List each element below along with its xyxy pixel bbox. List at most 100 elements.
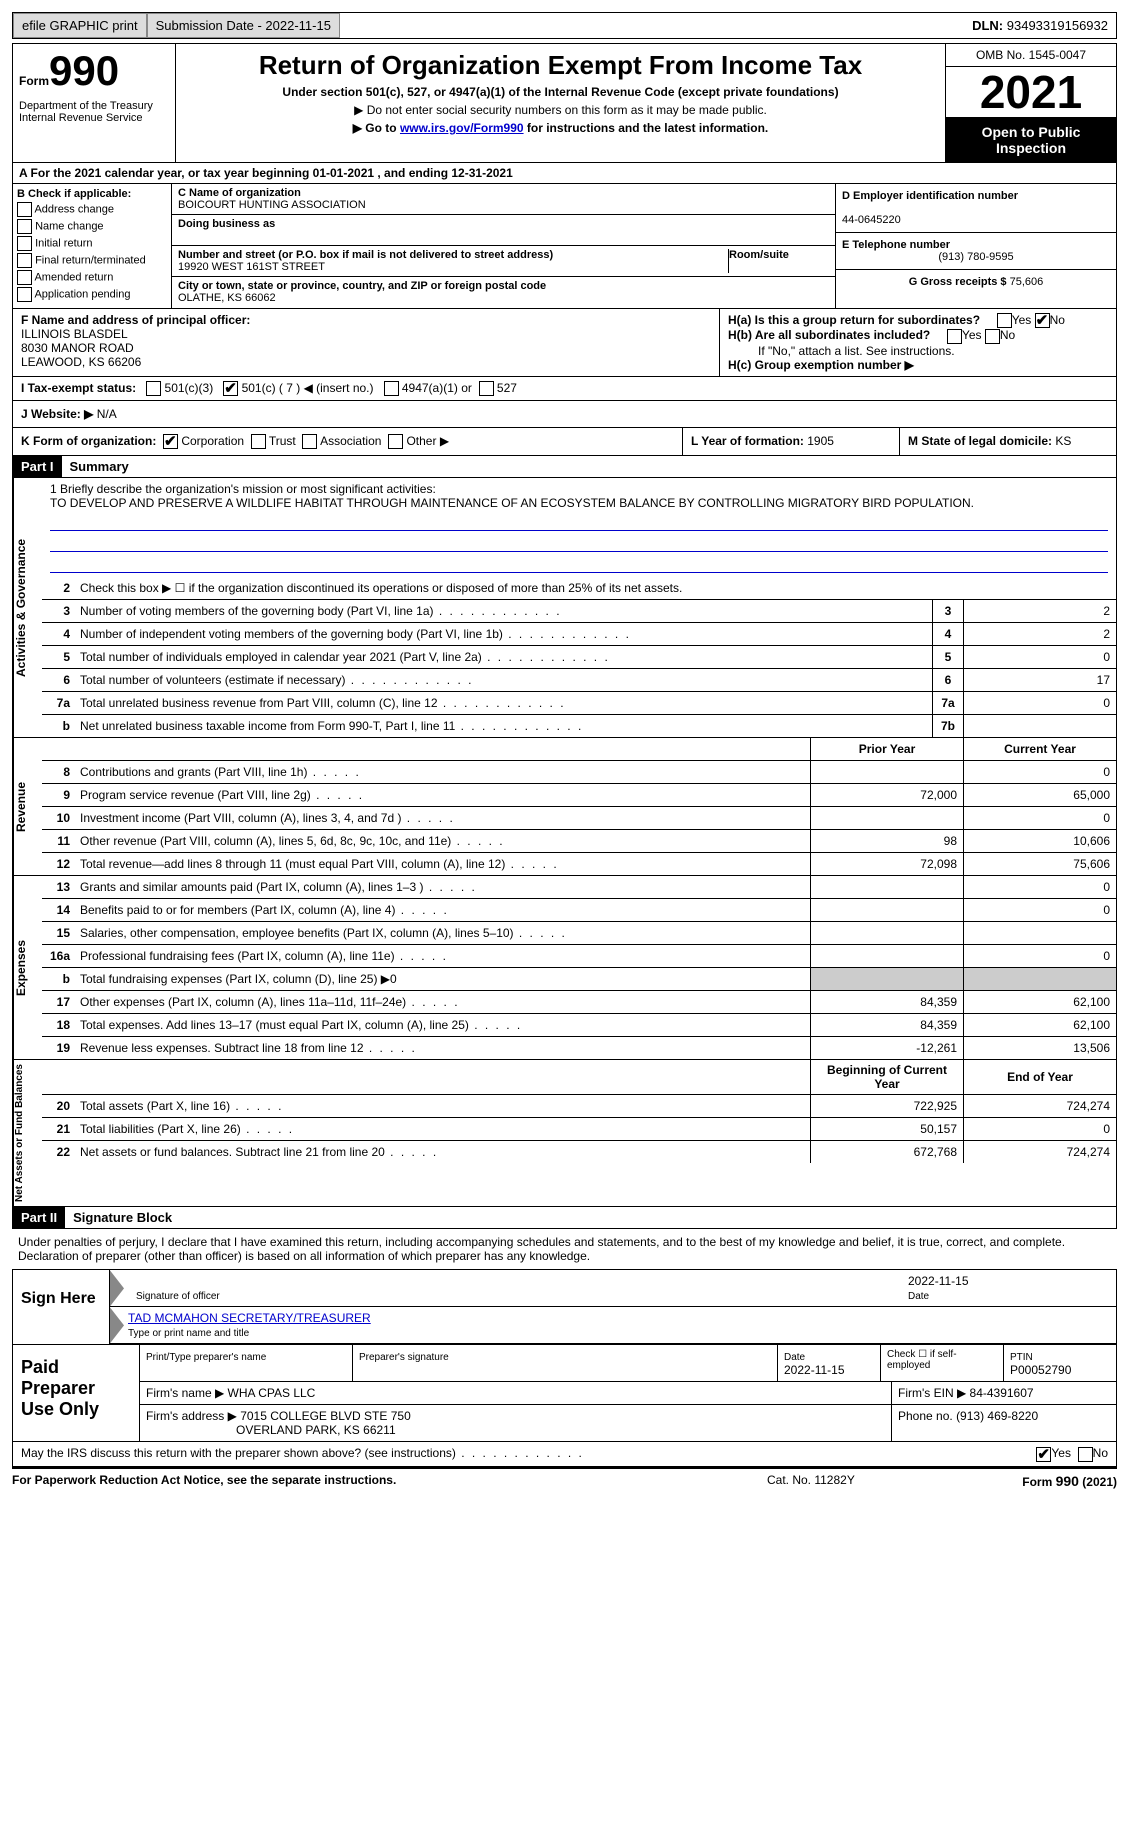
org-name: BOICOURT HUNTING ASSOCIATION (178, 199, 366, 211)
irs-link[interactable]: www.irs.gov/Form990 (400, 121, 524, 135)
checkbox-ha-no[interactable] (1035, 313, 1050, 328)
firm-ein: 84-4391607 (970, 1386, 1034, 1400)
summary-row: 3Number of voting members of the governi… (42, 600, 1116, 623)
checkbox-other[interactable] (388, 434, 403, 449)
checkbox-name-change[interactable] (17, 219, 32, 234)
summary-row: 2Check this box ▶ ☐ if the organization … (42, 577, 1116, 600)
org-city: OLATHE, KS 66062 (178, 292, 276, 304)
page-footer: For Paperwork Reduction Act Notice, see … (12, 1467, 1117, 1493)
dln-label: DLN: (972, 18, 1007, 33)
top-bar: efile GRAPHIC print Submission Date - 20… (12, 12, 1117, 39)
summary-row: 6Total number of volunteers (estimate if… (42, 669, 1116, 692)
telephone: (913) 780-9595 (842, 251, 1110, 263)
website-row: J Website: ▶ N/A (12, 401, 1117, 428)
checkbox-4947[interactable] (384, 381, 399, 396)
checkbox-hb-no[interactable] (985, 329, 1000, 344)
dept-label: Department of the Treasury Internal Reve… (19, 100, 169, 124)
sign-here-block: Sign Here Signature of officer 2022-11-1… (12, 1269, 1117, 1345)
vtab-expenses: Expenses (13, 876, 42, 1059)
section-f-h: F Name and address of principal officer:… (12, 309, 1117, 377)
checkbox-address-change[interactable] (17, 202, 32, 217)
summary-row: 7aTotal unrelated business revenue from … (42, 692, 1116, 715)
year-formation: 1905 (807, 434, 834, 448)
firm-addr2: OVERLAND PARK, KS 66211 (146, 1423, 396, 1437)
omb-number: OMB No. 1545-0047 (946, 44, 1116, 67)
summary-row: 14Benefits paid to or for members (Part … (42, 899, 1116, 922)
summary-row: 21Total liabilities (Part X, line 26)50,… (42, 1118, 1116, 1141)
section-c: C Name of organizationBOICOURT HUNTING A… (172, 184, 835, 308)
checkbox-amended[interactable] (17, 270, 32, 285)
summary-row: 15Salaries, other compensation, employee… (42, 922, 1116, 945)
line-a: A For the 2021 calendar year, or tax yea… (12, 163, 1117, 184)
part-1-header: Part I Summary (12, 456, 1117, 478)
efile-print-button[interactable]: efile GRAPHIC print (13, 13, 147, 38)
paid-preparer-block: Paid Preparer Use Only Print/Type prepar… (12, 1345, 1117, 1442)
form-label: Form (19, 74, 49, 88)
checkbox-527[interactable] (479, 381, 494, 396)
signer-name[interactable]: TAD MCMAHON SECRETARY/TREASURER (128, 1311, 371, 1325)
header-row-boy-eoy: Beginning of Current Year End of Year (42, 1060, 1116, 1095)
header-row-py-cy: Prior Year Current Year (42, 738, 1116, 761)
summary-row: 8Contributions and grants (Part VIII, li… (42, 761, 1116, 784)
ssn-note: ▶ Do not enter social security numbers o… (182, 103, 939, 117)
summary-row: 9Program service revenue (Part VIII, lin… (42, 784, 1116, 807)
ein-value: 44-0645220 (842, 214, 901, 226)
checkbox-501c3[interactable] (146, 381, 161, 396)
summary-row: 5Total number of individuals employed in… (42, 646, 1116, 669)
summary-row: 16aProfessional fundraising fees (Part I… (42, 945, 1116, 968)
sign-date: 2022-11-15 (908, 1274, 969, 1288)
summary-row: 4Number of independent voting members of… (42, 623, 1116, 646)
open-to-public: Open to Public Inspection (946, 118, 1116, 162)
tax-year: 2021 (946, 67, 1116, 118)
org-address: 19920 WEST 161ST STREET (178, 261, 325, 273)
checkbox-hb-yes[interactable] (947, 329, 962, 344)
summary-row: 17Other expenses (Part IX, column (A), l… (42, 991, 1116, 1014)
summary-row: 22Net assets or fund balances. Subtract … (42, 1141, 1116, 1163)
tax-exempt-status: I Tax-exempt status: 501(c)(3) 501(c) ( … (12, 377, 1117, 401)
checkbox-final-return[interactable] (17, 253, 32, 268)
checkbox-discuss-yes[interactable] (1036, 1447, 1051, 1462)
gross-receipts: 75,606 (1010, 276, 1044, 288)
form-header: Form990 Department of the Treasury Inter… (12, 43, 1117, 163)
mission-text: TO DEVELOP AND PRESERVE A WILDLIFE HABIT… (50, 496, 1108, 510)
submission-date-button[interactable]: Submission Date - 2022-11-15 (147, 13, 340, 38)
checkbox-ha-yes[interactable] (997, 313, 1012, 328)
checkbox-501c[interactable] (223, 381, 238, 396)
summary-row: 12Total revenue—add lines 8 through 11 (… (42, 853, 1116, 875)
checkbox-trust[interactable] (251, 434, 266, 449)
checkbox-initial-return[interactable] (17, 236, 32, 251)
officer-name: ILLINOIS BLASDEL (21, 327, 128, 341)
form-subtitle: Under section 501(c), 527, or 4947(a)(1)… (182, 85, 939, 99)
summary-row: bTotal fundraising expenses (Part IX, co… (42, 968, 1116, 991)
firm-phone: (913) 469-8220 (956, 1409, 1038, 1423)
vtab-revenue: Revenue (13, 738, 42, 875)
section-k-l-m: K Form of organization: Corporation Trus… (12, 428, 1117, 456)
vtab-net-assets: Net Assets or Fund Balances (13, 1060, 42, 1206)
summary-row: 20Total assets (Part X, line 16)722,9257… (42, 1095, 1116, 1118)
section-d: D Employer identification number44-06452… (835, 184, 1116, 308)
discuss-row: May the IRS discuss this return with the… (12, 1442, 1117, 1466)
ptin: P00052790 (1010, 1363, 1071, 1377)
summary-row: 19Revenue less expenses. Subtract line 1… (42, 1037, 1116, 1059)
signature-declaration: Under penalties of perjury, I declare th… (12, 1229, 1117, 1269)
dln-value: 93493319156932 (1007, 18, 1108, 33)
instructions-link-row: ▶ Go to www.irs.gov/Form990 for instruct… (182, 121, 939, 135)
checkbox-pending[interactable] (17, 287, 32, 302)
part-2-header: Part II Signature Block (12, 1207, 1117, 1229)
prep-date: 2022-11-15 (784, 1363, 845, 1377)
firm-name: WHA CPAS LLC (228, 1386, 316, 1400)
summary-row: 10Investment income (Part VIII, column (… (42, 807, 1116, 830)
checkbox-discuss-no[interactable] (1078, 1447, 1093, 1462)
checkbox-assoc[interactable] (302, 434, 317, 449)
firm-addr1: 7015 COLLEGE BLVD STE 750 (240, 1409, 411, 1423)
section-b: B Check if applicable: Address change Na… (13, 184, 172, 308)
summary-row: 18Total expenses. Add lines 13–17 (must … (42, 1014, 1116, 1037)
state-domicile: KS (1055, 434, 1071, 448)
form-title: Return of Organization Exempt From Incom… (182, 50, 939, 81)
checkbox-corp[interactable] (163, 434, 178, 449)
form-number: 990 (49, 47, 119, 94)
summary-row: bNet unrelated business taxable income f… (42, 715, 1116, 737)
website-value: N/A (93, 407, 116, 421)
summary-row: 13Grants and similar amounts paid (Part … (42, 876, 1116, 899)
summary-row: 11Other revenue (Part VIII, column (A), … (42, 830, 1116, 853)
